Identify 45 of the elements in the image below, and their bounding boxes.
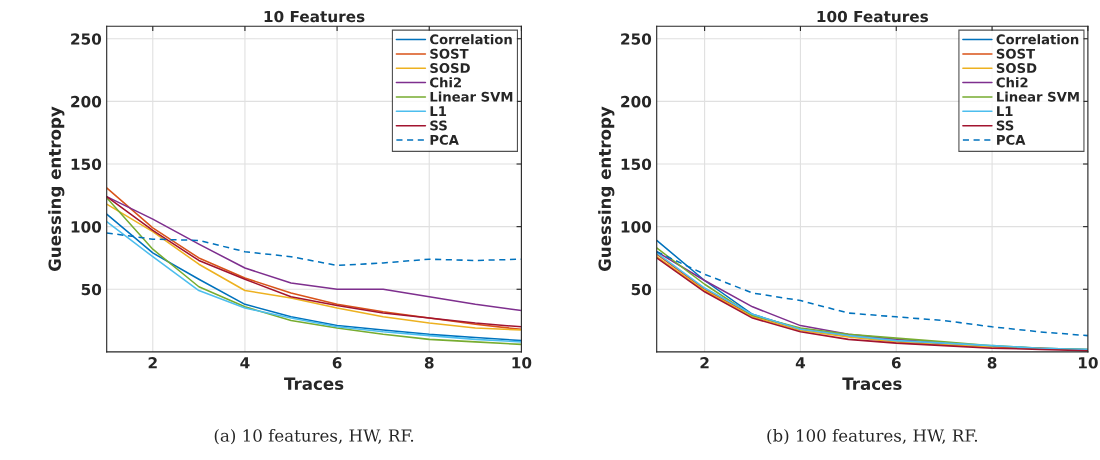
- x-tick-label: 10: [1078, 357, 1098, 369]
- chart-title: 100 Features: [817, 10, 929, 23]
- text: (b) 100 features, HW, RF.: [767, 428, 978, 445]
- legend-label: SOST: [996, 48, 1036, 59]
- legend-label: SS: [430, 120, 447, 131]
- legend-label: L1: [997, 106, 1013, 116]
- x-tick-label: 2: [700, 357, 709, 369]
- legend-label: PCA: [430, 134, 459, 145]
- chart-title: 10 Features: [264, 10, 365, 23]
- y-axis-title: Guessing entropy: [598, 106, 615, 272]
- y-axis-title: Guessing entropy: [48, 106, 65, 272]
- legend-label: Correlation: [996, 34, 1079, 45]
- x-tick-label: 4: [240, 357, 250, 369]
- y-tick-label: 50: [631, 283, 652, 296]
- x-tick-label: 8: [424, 357, 434, 369]
- legend-label: SOSD: [996, 63, 1037, 74]
- legend-label: PCA: [997, 134, 1026, 145]
- y-tick-label: 100: [71, 221, 102, 233]
- x-axis-title: Traces: [842, 377, 902, 390]
- legend-label: SS: [996, 120, 1014, 131]
- y-tick-label: 150: [71, 158, 102, 171]
- x-tick-label: 2: [148, 357, 157, 369]
- x-tick-label: 6: [332, 357, 342, 369]
- x-tick-label: 10: [512, 357, 532, 369]
- y-tick-label: 200: [621, 95, 652, 108]
- y-tick-label: 250: [621, 33, 652, 45]
- x-tick-label: 8: [987, 357, 997, 369]
- legend-label: Linear SVM: [997, 91, 1079, 102]
- legend-label: Correlation: [430, 34, 512, 45]
- y-tick-label: 50: [81, 283, 102, 296]
- legend-label: SOSD: [430, 63, 470, 74]
- x-tick-label: 4: [795, 357, 806, 369]
- legend-label: Linear SVM: [430, 91, 513, 102]
- y-tick-label: 100: [621, 221, 652, 233]
- y-tick-label: 150: [621, 158, 652, 171]
- x-axis-title: Traces: [284, 377, 344, 390]
- text: (a) 10 features, HW, RF.: [214, 428, 414, 445]
- y-tick-label: 200: [71, 95, 102, 108]
- legend-label: Chi2: [430, 77, 461, 88]
- legend-label: L1: [430, 106, 447, 116]
- legend-label: Chi2: [996, 77, 1028, 88]
- line-series: [656, 255, 993, 348]
- legend-label: SOST: [430, 48, 469, 59]
- y-tick-label: 250: [71, 33, 102, 45]
- x-tick-label: 6: [891, 357, 901, 369]
